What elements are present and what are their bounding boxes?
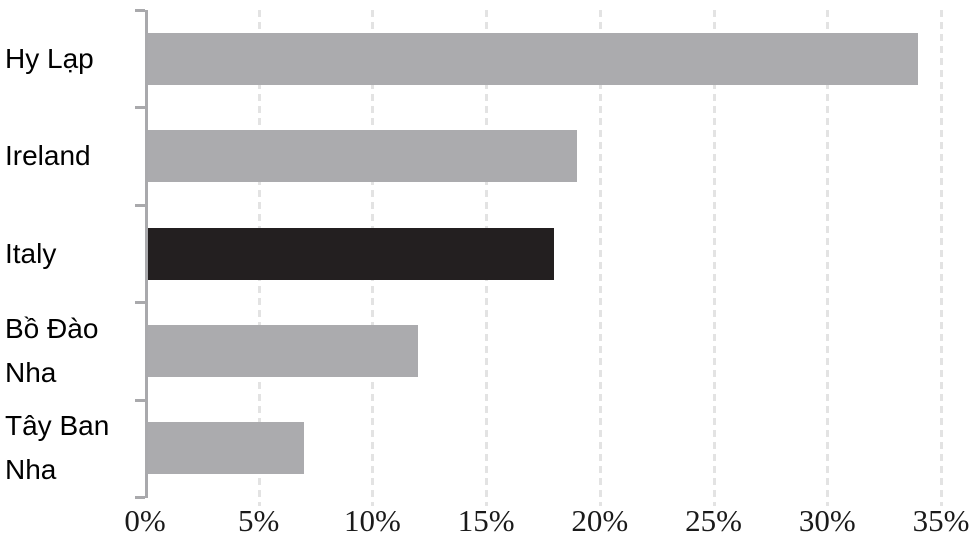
- y-axis-tick: [135, 398, 145, 402]
- category-label-Italy: Italy: [5, 237, 57, 269]
- category-label-Bồ Đào Nha: Bồ Đào Nha: [5, 312, 99, 388]
- x-axis-label-30: 30%: [798, 503, 856, 538]
- bar-Italy: [145, 227, 555, 280]
- plot-area: [145, 10, 943, 506]
- x-axis-label-35: 35%: [912, 503, 970, 538]
- bar-Tây Ban Nha: [145, 422, 305, 475]
- y-axis-tick: [135, 496, 145, 499]
- x-axis-label-5: 5%: [238, 503, 280, 538]
- gridline-35: [940, 10, 943, 506]
- x-axis-label-20: 20%: [571, 503, 629, 538]
- category-label-Tây Ban Nha: Tây Ban Nha: [5, 410, 110, 486]
- y-axis-line: [145, 10, 148, 498]
- gridline-25: [712, 10, 716, 506]
- x-axis-label-15: 15%: [457, 503, 515, 538]
- category-label-Hy Lạp: Hy Lạp: [5, 42, 94, 74]
- bar-Ireland: [145, 130, 578, 183]
- gridline-30: [826, 10, 830, 506]
- bar-Bồ Đào Nha: [145, 324, 418, 377]
- y-axis-tick: [135, 203, 145, 207]
- gridline-20: [598, 10, 602, 506]
- y-axis-tick: [135, 106, 145, 110]
- y-axis-tick: [135, 9, 145, 12]
- category-label-Ireland: Ireland: [5, 140, 91, 172]
- y-axis-tick: [135, 301, 145, 305]
- x-axis-label-0: 0%: [124, 503, 166, 538]
- x-axis-label-10: 10%: [344, 503, 401, 538]
- bar-Hy Lạp: [145, 32, 919, 85]
- x-axis-label-25: 25%: [685, 503, 742, 538]
